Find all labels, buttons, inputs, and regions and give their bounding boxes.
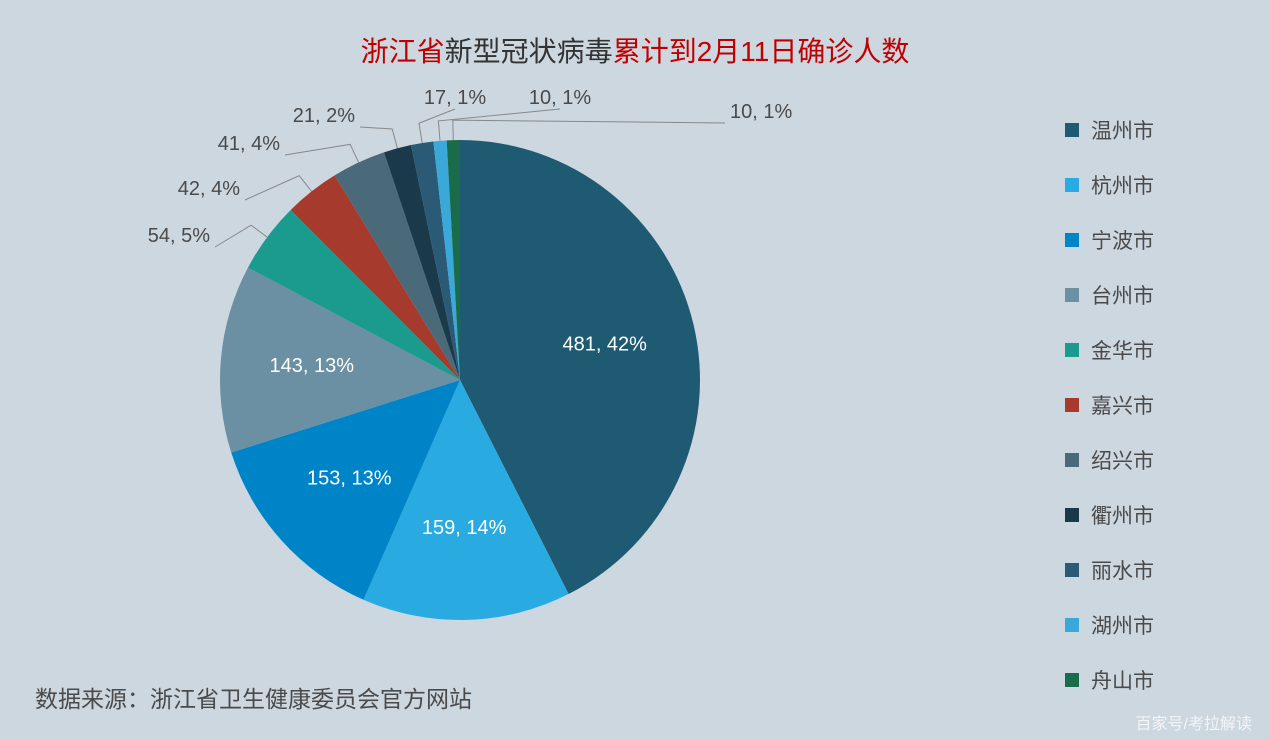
slice-label: 10, 1% [529,87,591,109]
legend-label: 台州市 [1091,280,1154,310]
legend-label: 嘉兴市 [1091,390,1154,420]
leader-line [438,109,560,141]
legend-label: 金华市 [1091,335,1154,365]
legend-swatch [1065,398,1079,412]
leader-line [285,144,359,162]
leader-line [360,127,397,148]
slice-label: 159, 14% [422,517,507,539]
legend-label: 绍兴市 [1091,445,1154,475]
slice-label: 54, 5% [148,225,210,247]
legend-item: 嘉兴市 [1065,390,1195,420]
slice-label: 153, 13% [307,468,392,490]
legend-label: 衢州市 [1091,500,1154,530]
legend: 温州市杭州市宁波市台州市金华市嘉兴市绍兴市衢州市丽水市湖州市舟山市 [1065,115,1195,720]
slice-label: 143, 13% [270,355,355,377]
legend-item: 金华市 [1065,335,1195,365]
legend-label: 杭州市 [1091,170,1154,200]
legend-swatch [1065,288,1079,302]
legend-label: 温州市 [1091,115,1154,145]
legend-label: 丽水市 [1091,555,1154,585]
legend-label: 湖州市 [1091,610,1154,640]
legend-item: 湖州市 [1065,610,1195,640]
legend-swatch [1065,123,1079,137]
slice-label: 481, 42% [562,334,647,356]
legend-swatch [1065,618,1079,632]
legend-label: 宁波市 [1091,225,1154,255]
slice-label: 42, 4% [178,178,240,200]
slice-label: 21, 2% [293,105,355,127]
leader-line [245,176,312,200]
legend-swatch [1065,233,1079,247]
leader-line [215,225,267,247]
slice-label: 17, 1% [424,87,486,109]
watermark: 百家号/考拉解读 [1136,710,1252,734]
slice-label: 41, 4% [218,133,280,155]
slice-label: 10, 1% [730,101,792,123]
leader-line [419,109,455,143]
legend-item: 丽水市 [1065,555,1195,585]
leader-line [453,120,725,140]
legend-label: 舟山市 [1091,665,1154,695]
legend-item: 宁波市 [1065,225,1195,255]
legend-swatch [1065,343,1079,357]
legend-item: 温州市 [1065,115,1195,145]
legend-swatch [1065,673,1079,687]
legend-item: 衢州市 [1065,500,1195,530]
legend-item: 台州市 [1065,280,1195,310]
legend-item: 舟山市 [1065,665,1195,695]
legend-swatch [1065,563,1079,577]
source-note: 数据来源：浙江省卫生健康委员会官方网站 [35,680,472,714]
legend-swatch [1065,508,1079,522]
legend-item: 杭州市 [1065,170,1195,200]
legend-swatch [1065,453,1079,467]
legend-item: 绍兴市 [1065,445,1195,475]
legend-swatch [1065,178,1079,192]
